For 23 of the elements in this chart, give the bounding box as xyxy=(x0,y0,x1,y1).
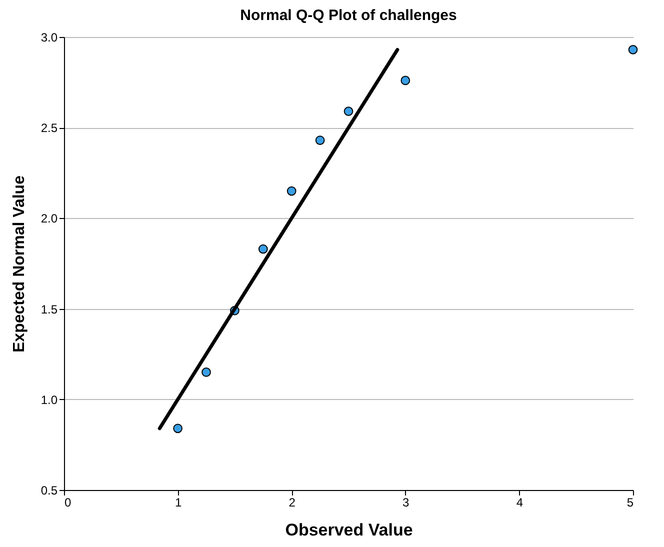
x-tick-label: 3 xyxy=(402,496,410,510)
point xyxy=(400,76,410,86)
point xyxy=(173,424,182,434)
y-tick-label: 0.5 xyxy=(40,484,58,498)
x-tick-label: 2 xyxy=(288,496,296,510)
y-axis-title: Expected Normal Value xyxy=(10,175,28,352)
point xyxy=(258,244,268,254)
y-tick-label: 2.5 xyxy=(40,121,58,136)
point xyxy=(202,368,211,377)
x-tick-label: 0 xyxy=(64,496,72,510)
x-tick-label: 4 xyxy=(516,496,524,510)
y-tick-label: 1.5 xyxy=(40,302,58,316)
chart-title: Normal Q-Q Plot of challenges xyxy=(240,7,457,24)
x-tick-label: 1 xyxy=(174,496,182,510)
y-tick-label: 3.0 xyxy=(40,30,58,44)
x-tick-label: 5 xyxy=(626,496,634,510)
x-axis-title: Observed Value xyxy=(285,520,413,540)
y-tick-label: 1.0 xyxy=(40,392,58,407)
point xyxy=(628,45,638,54)
point xyxy=(286,186,296,196)
y-tick-label: 2.0 xyxy=(40,212,58,226)
point xyxy=(344,106,354,116)
point xyxy=(315,136,325,145)
